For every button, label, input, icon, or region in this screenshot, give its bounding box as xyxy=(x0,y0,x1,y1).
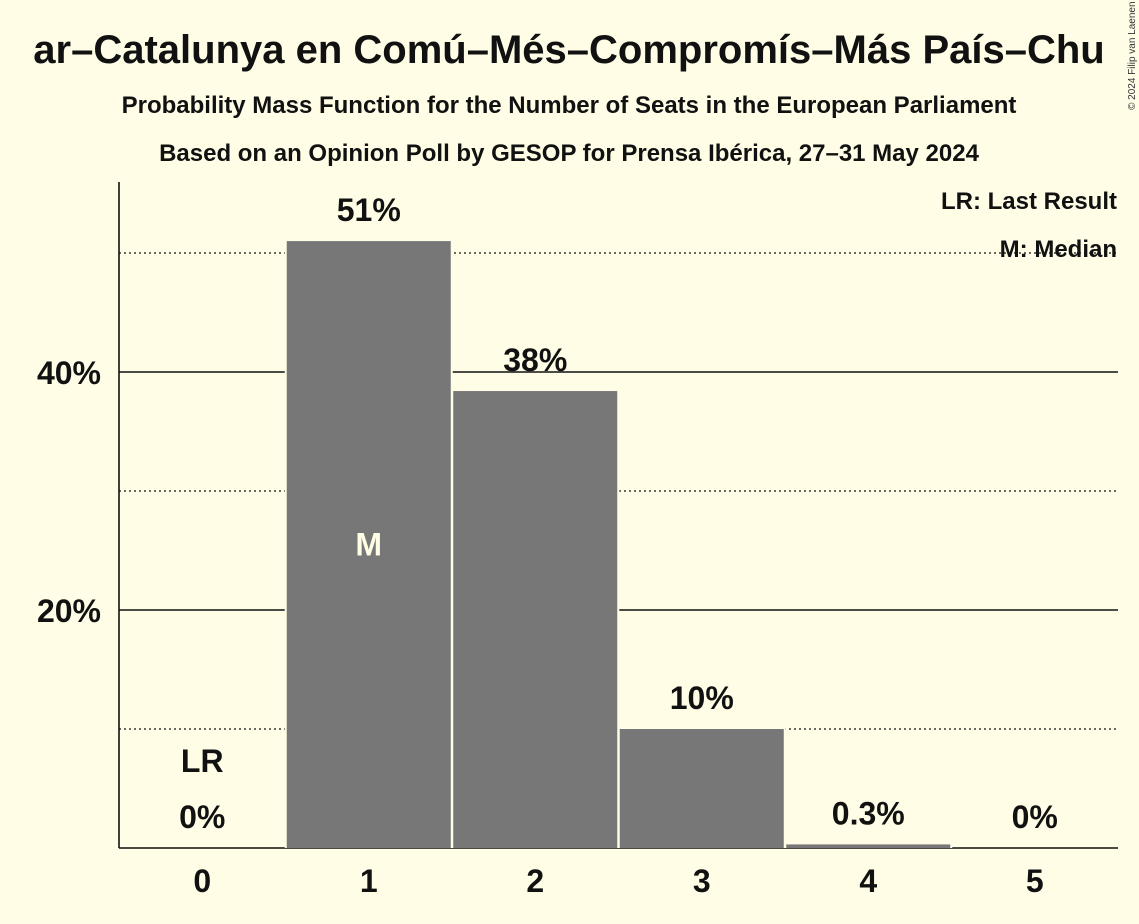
bar-labels: 0% LR 51% M 38% 10% 0.3% 0% xyxy=(179,192,1058,835)
legend-median: M: Median xyxy=(1000,236,1117,263)
x-tick-label: 3 xyxy=(693,863,711,899)
bar xyxy=(786,844,951,848)
x-tick-label: 1 xyxy=(360,863,378,899)
y-tick-label: 20% xyxy=(37,593,101,629)
bar-value-label: 0% xyxy=(179,799,225,835)
x-tick-label: 4 xyxy=(859,863,877,899)
chart-subtitle: Probability Mass Function for the Number… xyxy=(122,92,1017,119)
legend-last-result: LR: Last Result xyxy=(941,188,1117,215)
copyright-notice: © 2024 Filip van Laenen xyxy=(1127,1,1138,110)
bar-value-label: 10% xyxy=(670,680,734,716)
bar-value-label: 51% xyxy=(337,192,401,228)
bar xyxy=(286,241,451,849)
legend: LR: Last Result M: Median xyxy=(941,188,1117,263)
chart-source-line: Based on an Opinion Poll by GESOP for Pr… xyxy=(159,140,980,167)
bar-value-label: 38% xyxy=(503,342,567,378)
y-tick-label: 40% xyxy=(37,355,101,391)
bar-value-label: 0.3% xyxy=(832,795,905,831)
bar xyxy=(619,729,784,848)
bar-value-label: 0% xyxy=(1012,799,1058,835)
median-marker: M xyxy=(355,527,382,563)
x-tick-label: 5 xyxy=(1026,863,1044,899)
last-result-marker: LR xyxy=(181,743,224,779)
x-tick-label: 0 xyxy=(193,863,211,899)
bar xyxy=(453,391,618,848)
chart-title: ar–Catalunya en Comú–Més–Compromís–Más P… xyxy=(33,28,1104,72)
x-tick-label: 2 xyxy=(526,863,544,899)
bars xyxy=(284,239,953,849)
